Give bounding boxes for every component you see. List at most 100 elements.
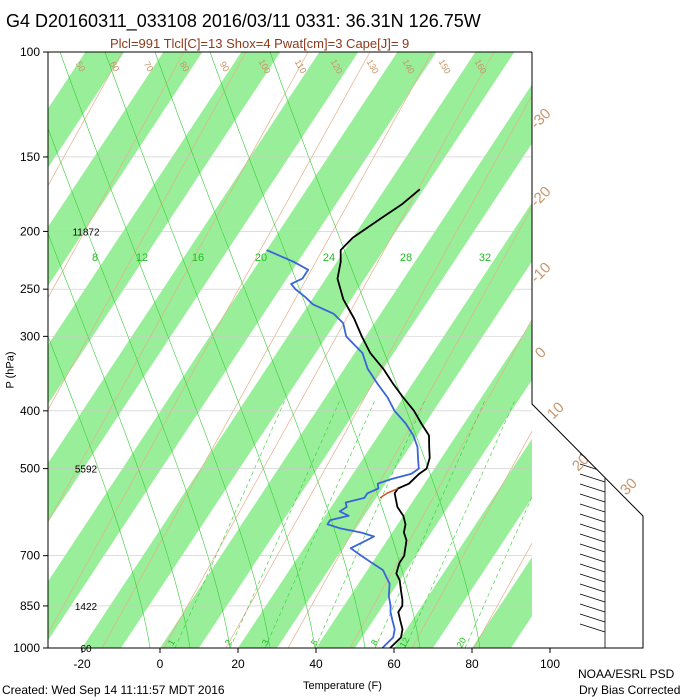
wind-barb <box>579 483 606 493</box>
x-tick-label: -20 <box>73 657 91 671</box>
wind-barb <box>579 203 606 213</box>
isotherm-band <box>472 557 532 648</box>
wind-barb <box>579 173 606 183</box>
wind-barb <box>579 223 606 233</box>
wind-barb <box>579 443 606 453</box>
isotherm-band <box>48 52 281 405</box>
dry-adiabat <box>411 430 532 648</box>
dry-adiabat <box>48 52 123 187</box>
mixing-ratio-label-lower: 12 <box>398 636 412 650</box>
wind-barb <box>579 393 606 403</box>
wind-barb <box>579 503 606 513</box>
wind-barb <box>579 583 606 593</box>
wind-barb <box>579 303 606 313</box>
wind-barb <box>579 83 606 93</box>
wind-barb <box>579 253 606 263</box>
wind-barb <box>579 563 606 573</box>
dry-adiabat <box>48 52 185 299</box>
mixing-ratio-line <box>174 399 286 648</box>
height-label: 1422 <box>75 602 98 613</box>
wind-barb <box>579 93 606 103</box>
mixing-ratio-label-lower: 5 <box>309 638 320 647</box>
wind-barb <box>579 493 606 503</box>
dry-adiabat <box>598 52 700 648</box>
wind-barb <box>579 153 606 163</box>
dry-adiabat <box>48 52 371 635</box>
mixing-ratio-label-lower: 8 <box>369 638 380 647</box>
wind-barb <box>579 183 606 193</box>
credit-line-1: NOAA/ESRL PSD <box>578 667 675 681</box>
wind-barb <box>579 113 606 123</box>
wind-barb <box>579 313 606 323</box>
wind-barb <box>579 293 606 303</box>
moist-adiabat <box>269 52 481 648</box>
theta-label: 80 <box>178 60 192 74</box>
theta-label: 130 <box>365 57 381 75</box>
wind-barb <box>579 323 606 333</box>
wind-barb <box>579 273 606 283</box>
x-tick-label: 60 <box>387 657 401 671</box>
mixing-ratio-label-lower: 20 <box>455 636 469 650</box>
isotherm-band <box>48 52 125 168</box>
wind-barb <box>579 513 606 523</box>
wind-barb <box>579 623 606 633</box>
y-tick-label: 400 <box>20 404 40 418</box>
dry-adiabat <box>48 52 247 411</box>
mixing-ratio-label: 8 <box>92 252 98 264</box>
mixing-ratio-label: 20 <box>255 252 267 264</box>
y-axis-label: P (hPa) <box>4 351 17 389</box>
wind-barb <box>579 103 606 113</box>
mixing-ratio-label: 32 <box>479 252 491 264</box>
wind-barb <box>579 383 606 393</box>
wind-column <box>579 52 609 648</box>
theta-e-label: -10 <box>527 259 554 286</box>
dewpoint-line <box>266 249 420 648</box>
wind-barb <box>579 543 606 553</box>
moist-adiabat <box>48 335 151 648</box>
mixing-ratio-line <box>229 399 341 648</box>
dry-adiabat <box>660 52 700 648</box>
isotherm-band <box>48 52 359 523</box>
isotherm-band <box>48 52 437 641</box>
credit-line-2: Dry Bias Corrected <box>579 683 681 697</box>
wind-barb <box>579 423 606 433</box>
mixing-ratio-line <box>314 399 426 648</box>
dry-adiabat <box>536 52 700 648</box>
y-tick-label: 700 <box>20 549 40 563</box>
wind-barb <box>579 233 606 243</box>
wind-barb <box>579 193 606 203</box>
wind-barb <box>579 593 606 603</box>
x-tick-label: 80 <box>465 657 479 671</box>
theta-label: 60 <box>108 60 122 74</box>
isotherm-band <box>238 202 532 648</box>
wind-barb <box>579 403 606 413</box>
chart-title: G4 D20160311_033108 2016/03/11 0331: 36.… <box>6 11 481 31</box>
mixing-ratio-label: 24 <box>323 252 335 264</box>
dry-adiabat <box>101 52 433 648</box>
theta-label: 90 <box>218 60 232 74</box>
mixing-ratio-line <box>264 399 376 648</box>
wind-barb <box>579 473 606 483</box>
wind-barb <box>579 573 606 583</box>
parcel-line <box>379 487 399 499</box>
wind-barb <box>579 263 606 273</box>
wind-barb <box>579 433 606 443</box>
theta-e-label: 30 <box>617 475 641 499</box>
plot-border <box>47 51 532 649</box>
y-tick-label: 100 <box>20 45 40 59</box>
moist-adiabat <box>48 127 231 648</box>
x-axis-label: Temperature (F) <box>303 680 382 692</box>
wind-barb <box>579 603 606 613</box>
y-tick-label: 200 <box>20 224 40 238</box>
height-label: 5592 <box>75 465 98 476</box>
dry-adiabat <box>473 542 532 648</box>
wind-panel-border <box>531 52 644 649</box>
x-tick-label: 40 <box>309 657 323 671</box>
wind-barb <box>579 533 606 543</box>
height-label: 11872 <box>72 227 100 238</box>
wind-barb <box>579 613 606 623</box>
wind-barb <box>579 363 606 373</box>
wind-barb <box>579 143 606 153</box>
